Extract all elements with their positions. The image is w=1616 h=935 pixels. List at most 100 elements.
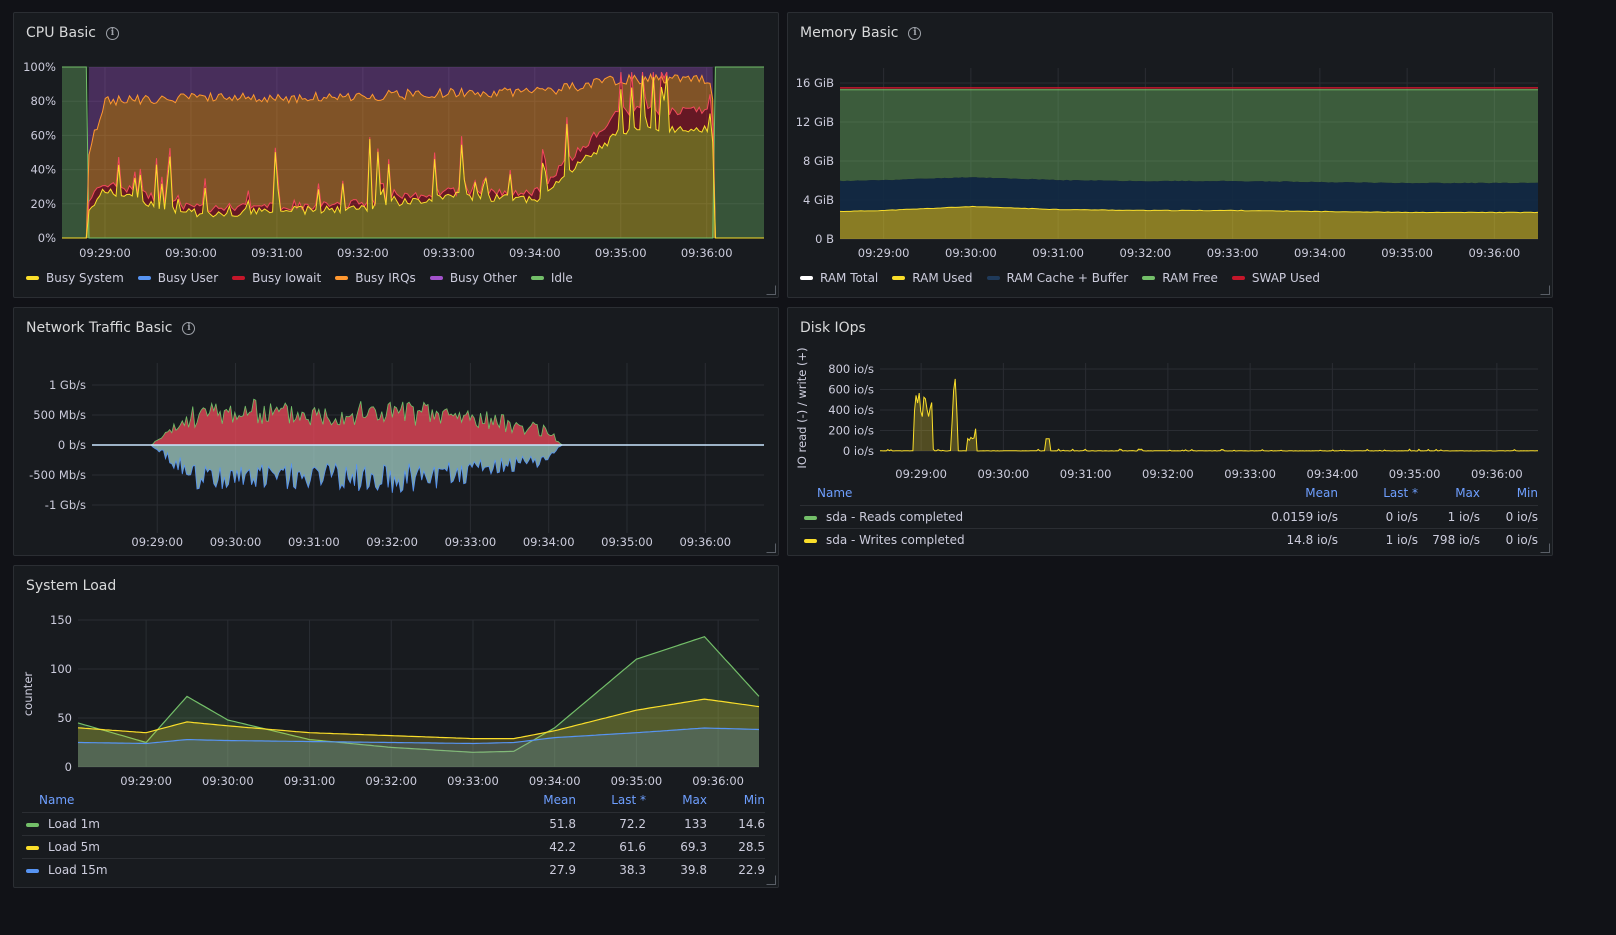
column-header-last[interactable]: Last * [611,793,646,807]
series-load-5m-area[interactable] [78,699,759,767]
y-tick-label: 4 GiB [803,193,834,207]
legend-item[interactable]: Busy Iowait [232,271,321,285]
legend-label: RAM Used [912,271,973,285]
column-header-min[interactable]: Min [1516,486,1538,500]
legend-label: SWAP Used [1251,271,1321,285]
resize-handle[interactable] [766,285,776,295]
x-tick-label: 09:36:00 [1469,246,1521,260]
panel-title[interactable]: Disk IOps [800,320,866,336]
series-ram-cache-buffer-area[interactable] [840,177,1538,213]
series-receive-area[interactable] [92,399,764,445]
series-busy-iowait-line [62,71,764,239]
column-header-last[interactable]: Last * [1383,486,1418,500]
panel-title[interactable]: Memory Basic i [800,23,922,43]
series-busy-irqs-area[interactable] [62,72,764,238]
cell-min: 14.6 [707,812,765,836]
resize-handle[interactable] [766,543,776,553]
legend-item[interactable]: Busy Other [429,271,517,285]
legend-item[interactable]: RAM Cache + Buffer [986,271,1128,285]
y-tick-label: 0 [65,760,72,774]
series-load-15m-area[interactable] [78,728,759,767]
x-tick-label: 09:32:00 [337,246,389,260]
resize-handle[interactable] [766,875,776,885]
network-chart[interactable]: -1 Gb/s -500 Mb/s 0 b/s 500 Mb/s 1 Gb/s 09:29… [14,308,780,557]
cell-last: 0 io/s [1338,505,1418,529]
legend-swatch [800,276,813,280]
series-name: Load 15m [22,858,476,881]
x-tick-label: 09:35:00 [595,246,647,260]
y-tick-label: 80% [30,94,56,108]
info-icon[interactable]: i [182,321,196,335]
x-tick-label: 09:34:00 [1294,246,1346,260]
resize-handle[interactable] [1540,543,1550,553]
resize-handle[interactable] [1540,285,1550,295]
legend-swatch [26,845,39,850]
info-icon[interactable]: i [105,26,119,40]
x-tick-label: 09:33:00 [1207,246,1259,260]
column-header-name[interactable]: Name [39,793,75,807]
panel-title[interactable]: CPU Basic i [26,23,119,43]
legend-swatch [429,276,443,280]
series-busy-other-area[interactable] [62,67,764,238]
x-tick-label: 09:30:00 [945,246,997,260]
legend-item[interactable]: Busy System [26,271,124,285]
series-transmit-area[interactable] [92,445,764,493]
legend-item[interactable]: SWAP Used [1231,271,1321,285]
x-tick-label: 09:29:00 [79,246,131,260]
panel-title[interactable]: Network Traffic Basic i [26,318,196,338]
cell-last: 1 io/s [1338,528,1418,551]
table-row[interactable]: Load 1m 51.8 72.2 133 14.6 [22,812,765,836]
table-row[interactable]: Load 5m 42.2 61.6 69.3 28.5 [22,835,765,859]
legend-item[interactable]: Busy User [137,271,218,285]
legend-item[interactable]: Idle [530,271,573,285]
table-row[interactable]: Load 15m 27.9 38.3 39.8 22.9 [22,858,765,881]
x-tick-label: 09:35:00 [1381,246,1433,260]
series-ram-free-area[interactable] [840,89,1538,184]
cell-min: 22.9 [707,858,765,881]
legend-swatch [1231,276,1245,280]
cell-last: 38.3 [576,858,646,881]
info-icon[interactable]: i [908,26,922,40]
system-load-panel: System Load 0 50 100 150 09:29:00 09:30:00 09:… [13,565,779,888]
x-tick-label: 09:33:00 [1224,467,1276,481]
legend-item[interactable]: RAM Free [1142,271,1218,285]
x-tick-label: 09:32:00 [1142,467,1194,481]
legend-label: RAM Total [820,271,879,285]
column-header-min[interactable]: Min [743,793,765,807]
legend-item[interactable]: RAM Total [800,271,878,285]
cell-max: 39.8 [646,858,707,881]
load-chart[interactable]: 0 50 100 150 09:29:00 09:30:00 09:31:00 09:32:0… [14,566,780,792]
table-row[interactable]: sda - Reads completed 0.0159 io/s 0 io/s 1 … [800,505,1538,529]
cell-mean: 42.2 [476,835,576,859]
x-tick-label: 09:31:00 [288,535,340,549]
legend-item[interactable]: RAM Used [892,271,973,285]
x-tick-label: 09:32:00 [365,774,417,788]
cpu-chart[interactable]: 0% 20% 40% 60% 80% 100% 09:29:00 09:30:00 09:31:… [14,13,780,273]
legend-item[interactable]: Busy IRQs [335,271,416,285]
x-tick-label: 09:33:00 [423,246,475,260]
column-header-mean[interactable]: Mean [1305,486,1338,500]
series-ram-used-area[interactable] [840,206,1538,239]
column-header-max[interactable]: Max [1455,486,1480,500]
legend-swatch [26,868,39,873]
panel-title[interactable]: System Load [26,578,117,594]
series-busy-system-area[interactable] [62,75,764,238]
disk-chart[interactable]: 0 io/s 200 io/s 400 io/s 600 io/s 800 io/s 09… [788,308,1554,488]
column-header-name[interactable]: Name [817,486,853,500]
series-busy-irqs-line [62,72,764,239]
x-tick-label: 09:36:00 [1471,467,1523,481]
y-tick-label: 100% [23,60,56,74]
column-header-mean[interactable]: Mean [543,793,576,807]
legend-label: Busy Iowait [252,271,322,285]
series-load-1m-area[interactable] [78,636,759,767]
cell-max: 133 [646,812,707,836]
series-name: sda - Writes completed [800,528,1238,551]
cell-min: 28.5 [707,835,765,859]
y-tick-label: 200 io/s [828,424,874,438]
column-header-max[interactable]: Max [682,793,707,807]
x-tick-label: 09:35:00 [611,774,663,788]
memory-chart[interactable]: 0 B 4 GiB 8 GiB 12 GiB 16 GiB 09:29:00 09:30:0… [788,13,1554,273]
legend-label: RAM Free [1162,271,1218,285]
table-row[interactable]: sda - Writes completed 14.8 io/s 1 io/s 798… [800,528,1538,551]
y-tick-label: 0% [38,231,56,245]
